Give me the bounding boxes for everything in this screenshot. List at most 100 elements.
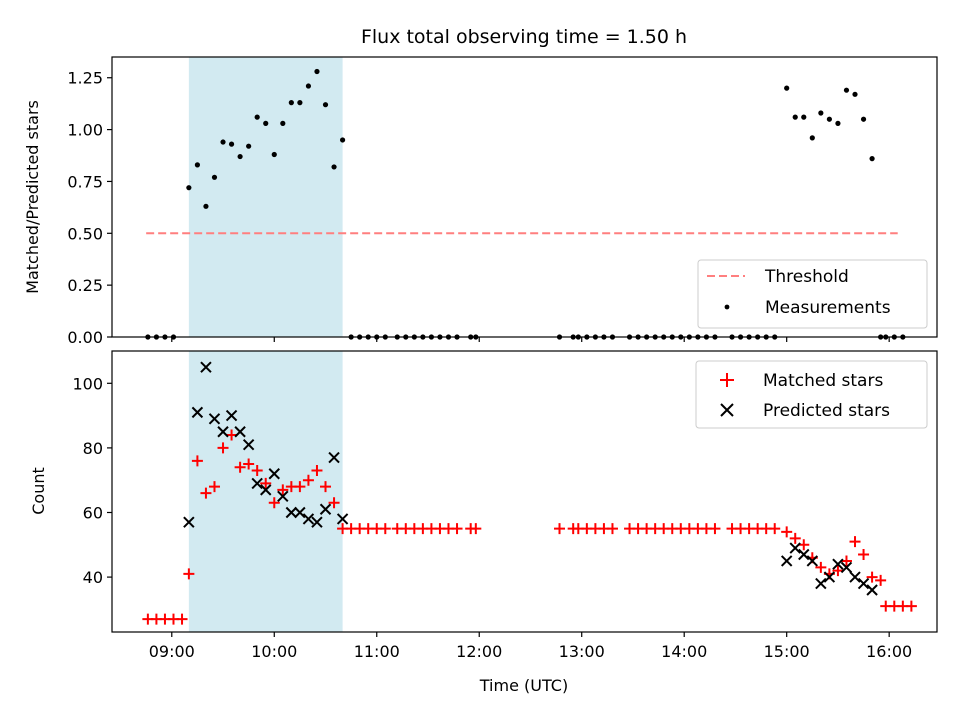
matched-star-point: [208, 481, 220, 493]
predicted-star-point: [857, 577, 870, 590]
matched-star-point: [379, 523, 391, 535]
predicted-star-point: [294, 506, 306, 519]
predicted-star-point: [277, 490, 289, 503]
measurement-point: [792, 114, 798, 120]
y-tick-label: 0.50: [67, 224, 103, 243]
bottom-panel: 40 60 80 100 09:00 10:00 11:00 12:00 13:00 14:00…: [29, 350, 938, 695]
matched-star-point: [781, 526, 793, 538]
predicted-star-point: [183, 516, 195, 528]
measurement-point: [809, 135, 815, 141]
predicted-star-point: [225, 409, 238, 422]
matched-star-point: [294, 481, 306, 493]
matched-star-point: [176, 613, 188, 625]
predicted-star-point: [780, 555, 793, 567]
predicted-star-point: [336, 513, 349, 525]
measurement-point: [246, 143, 252, 149]
legend-predicted-label: Predicted stars: [763, 401, 890, 421]
measurement-point: [322, 102, 329, 108]
matched-star-point: [798, 539, 810, 551]
measurement-point: [852, 91, 858, 97]
matched-star-point: [815, 561, 827, 573]
predicted-star-point: [849, 571, 861, 583]
matched-star-point: [789, 532, 801, 544]
measurement-point: [826, 116, 832, 122]
predicted-star-point: [191, 406, 204, 419]
predicted-star-point: [806, 555, 819, 567]
matched-star-point: [260, 477, 272, 489]
matched-star-point: [769, 523, 781, 535]
matched-star-point: [470, 523, 482, 535]
legend-measurements-label: Measurements: [765, 298, 891, 318]
predicted-star-point: [815, 577, 827, 590]
predicted-star-point: [302, 513, 315, 525]
matched-star-point: [243, 458, 255, 470]
matched-star-point: [234, 461, 246, 473]
measurement-point: [314, 68, 320, 75]
y-tick-label: 40: [83, 568, 103, 587]
x-tick-label: 10:00: [251, 642, 297, 661]
measurement-point: [211, 174, 218, 180]
measurement-point: [331, 164, 337, 170]
matched-star-point: [200, 487, 212, 499]
x-tick-label: 16:00: [866, 642, 912, 661]
matched-star-point: [451, 523, 463, 535]
y-tick-label: 1.25: [67, 69, 103, 88]
matched-star-point: [277, 484, 289, 496]
top-legend-box: [697, 259, 928, 329]
top-y-ticks: 0.00 0.25 0.50 0.75 1.00 1.25: [67, 69, 112, 347]
predicted-star-point: [840, 561, 853, 574]
bottom-legend-box: [695, 360, 928, 429]
measurement-point: [288, 100, 294, 106]
y-tick-label: 80: [83, 439, 103, 458]
measurement-point: [203, 203, 209, 209]
top-panel: 0.00 0.25 0.50 0.75 1.00 1.25 Matched/Predict…: [23, 56, 938, 347]
measurement-point: [835, 120, 841, 126]
matched-star-point: [217, 442, 229, 454]
measurement-point: [801, 114, 807, 120]
predicted-star-point: [311, 516, 323, 528]
measurement-point: [263, 120, 269, 126]
measurement-point: [254, 114, 260, 120]
measurement-point: [280, 120, 286, 126]
bottom-y-axis-label: Count: [29, 467, 48, 515]
x-axis-label: Time (UTC): [479, 676, 568, 695]
predicted-star-point: [832, 558, 844, 570]
matched-star-point: [858, 548, 870, 560]
bottom-y-ticks: 40 60 80 100: [72, 374, 112, 587]
predicted-star-point: [200, 361, 212, 373]
measurement-point: [228, 141, 235, 147]
x-tick-label: 14:00: [661, 642, 707, 661]
predicted-star-point: [823, 571, 836, 583]
y-tick-label: 1.00: [67, 121, 103, 140]
predicted-star-point: [798, 548, 810, 561]
matched-star-point: [268, 497, 280, 509]
x-tick-label: 13:00: [559, 642, 605, 661]
x-tick-label: 15:00: [764, 642, 810, 661]
predicted-star-point: [328, 451, 340, 464]
chart-title: Flux total observing time = 1.50 h: [361, 26, 687, 48]
matched-star-point: [905, 600, 917, 612]
predicted-star-point: [319, 503, 332, 515]
legend-predicted-marker: [720, 403, 734, 417]
matched-star-point: [183, 568, 195, 580]
predicted-star-point: [251, 477, 263, 490]
measurement-point: [339, 137, 346, 143]
matched-star-point: [226, 429, 238, 441]
matched-star-point: [311, 465, 323, 477]
y-tick-label: 0.25: [67, 276, 103, 295]
predicted-star-point: [260, 484, 272, 496]
bottom-x-ticks: 09:00 10:00 11:00 12:00 13:00 14:00 15:00 16:00: [149, 632, 912, 661]
predicted-star-point: [234, 426, 246, 438]
legend-measurements-marker: [724, 304, 730, 310]
matched-star-point: [866, 571, 878, 583]
matched-star-point: [875, 574, 887, 586]
x-tick-label: 09:00: [149, 642, 195, 661]
measurement-point: [843, 87, 850, 93]
matched-star-point: [709, 523, 721, 535]
matched-star-point: [320, 481, 332, 493]
measurement-point: [271, 151, 277, 158]
x-tick-label: 11:00: [354, 642, 400, 661]
y-tick-label: 0.00: [67, 328, 103, 347]
legend-threshold-label: Threshold: [764, 267, 849, 287]
top-x-ticks: [171, 337, 890, 342]
